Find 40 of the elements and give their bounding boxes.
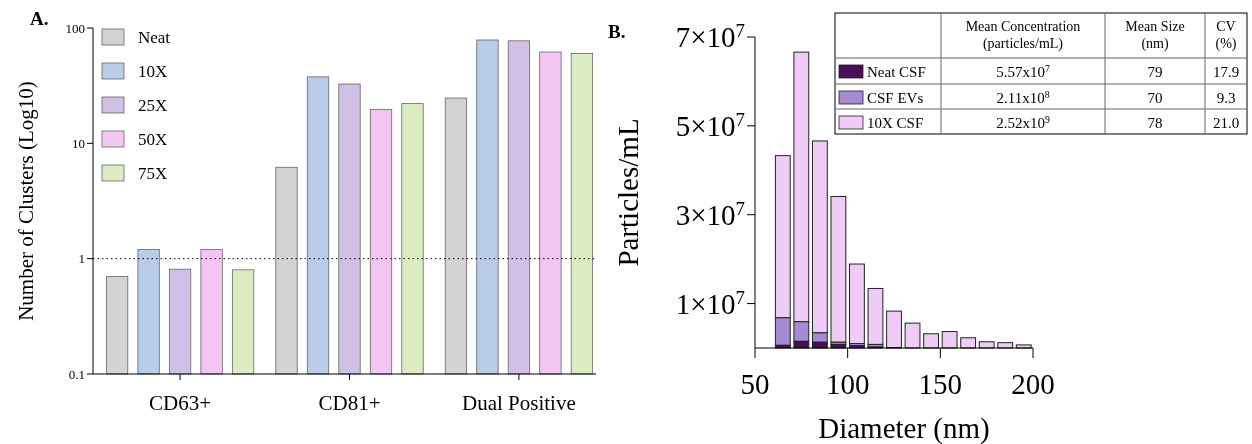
- x-tick-label: Dual Positive: [462, 391, 576, 415]
- y-tick-label: 10: [72, 135, 85, 151]
- text: 9.3: [1216, 90, 1236, 106]
- text: 21.0: [1212, 115, 1240, 131]
- annotation: Mean Concentration (particles/mL): [965, 19, 1081, 52]
- legend-label: 10X CSF: [867, 115, 924, 132]
- x-axis-title: Diameter (nm): [818, 412, 990, 444]
- annotation: 2.11x10$^{8}$: [996, 88, 1050, 106]
- legend-label: CSF EVs: [867, 90, 924, 107]
- y-tick-label: 100: [65, 20, 85, 36]
- x-tick-label: 100: [825, 368, 870, 400]
- x-tick-label: 200: [1011, 368, 1055, 400]
- annotation: 5.57x10$^{7}$: [996, 62, 1050, 80]
- legend-label: 25X: [138, 95, 168, 115]
- annotation: 2.52x10$^{9}$: [996, 113, 1050, 131]
- y-axis-title: Number of Clusters (Log10): [14, 81, 38, 321]
- text: Mean Size (nm): [1125, 19, 1185, 52]
- legend-label: Neat: [138, 27, 171, 47]
- y-axis-title: Particles/mL: [612, 118, 644, 267]
- legend-label: 50X: [138, 129, 168, 149]
- y-tick-label: 0.1: [68, 366, 85, 382]
- y-tick-label: 1: [78, 251, 85, 267]
- x-tick-label: 50: [740, 368, 770, 400]
- x-tick-label: CD81+: [318, 391, 381, 415]
- x-tick-label: CD63+: [149, 391, 212, 415]
- legend-label: Neat CSF: [867, 64, 926, 81]
- text: 70: [1147, 90, 1163, 106]
- legend-label: 75X: [138, 163, 168, 183]
- legend-label: 10X: [138, 61, 168, 81]
- y-tick-label: 3×10$^{7}$: [675, 197, 745, 231]
- text: CV (%): [1215, 19, 1237, 52]
- x-tick-label: 150: [918, 368, 963, 400]
- chart-title: A.: [30, 8, 49, 29]
- text: 78: [1147, 115, 1163, 131]
- y-tick-label: 7×10$^{7}$: [675, 19, 745, 53]
- y-tick-label: 5×10$^{7}$: [675, 108, 745, 142]
- text: 17.9: [1212, 64, 1240, 80]
- y-tick-label: 1×10$^{7}$: [675, 286, 745, 320]
- chart-title: B.: [608, 21, 626, 42]
- text: 79: [1147, 64, 1163, 80]
